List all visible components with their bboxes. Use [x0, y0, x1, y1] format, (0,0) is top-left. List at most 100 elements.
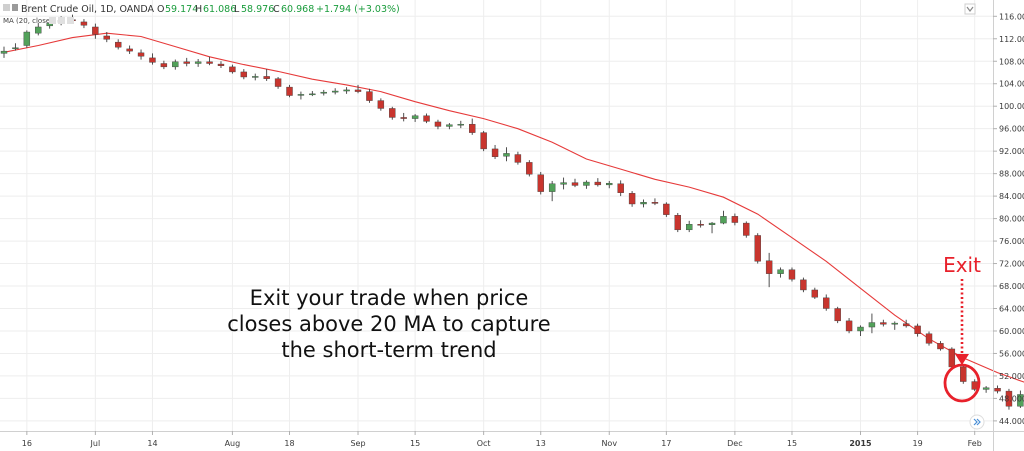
x-tick-label: Oct [477, 439, 491, 448]
candle-body [560, 182, 567, 185]
candle [548, 180, 556, 202]
candle [640, 199, 647, 208]
ma-line [3, 32, 1024, 383]
candle [571, 178, 579, 188]
x-tick-label: 2015 [849, 439, 872, 448]
y-tick-label: 88.000 [999, 170, 1024, 179]
candle-body [594, 181, 602, 186]
candle [617, 180, 624, 197]
candle-body [868, 322, 876, 328]
candle [651, 198, 659, 206]
y-tick-label: 68.000 [999, 282, 1024, 291]
candle-body [571, 182, 579, 186]
candle-body [217, 63, 225, 66]
candle-body [765, 260, 773, 274]
candle [434, 119, 442, 130]
candle-body [902, 323, 910, 327]
candle [0, 46, 8, 58]
candle-body [663, 203, 670, 215]
candle-body [491, 148, 499, 157]
candle [206, 56, 213, 66]
candle [594, 178, 602, 187]
candle-body [708, 222, 716, 225]
symbol-header[interactable]: Brent Crude Oil, 1D, OANDA O 59.174 H 61… [3, 4, 400, 15]
candle-body [617, 183, 624, 193]
chevron-path [966, 6, 974, 12]
candle-body [720, 216, 727, 224]
candle [12, 43, 19, 51]
chevron-down-icon[interactable] [3, 4, 10, 11]
candle [126, 45, 133, 54]
settings-icon[interactable] [58, 17, 65, 24]
candle [994, 385, 1001, 394]
close-icon[interactable] [67, 17, 74, 24]
candle [526, 160, 533, 177]
candle [663, 202, 670, 217]
candle [240, 69, 248, 80]
candle-body [389, 108, 396, 118]
candle [160, 60, 168, 70]
candle-body [411, 115, 419, 119]
candle-body [925, 333, 933, 344]
candle-body [948, 348, 956, 368]
candle [354, 84, 362, 94]
scroll-right-button[interactable] [969, 414, 985, 430]
candle [606, 180, 613, 189]
candle-body [697, 224, 704, 226]
candle [537, 171, 544, 195]
eye-icon[interactable] [49, 17, 56, 24]
x-tick-label: Dec [727, 439, 742, 448]
annotation-line-3: the short-term trend [281, 338, 496, 362]
candle-body [686, 224, 693, 231]
candle [309, 91, 316, 97]
candle-body [35, 26, 42, 34]
candle [834, 306, 841, 324]
candle-body [514, 154, 522, 163]
candle-body [982, 387, 990, 390]
candle-body [194, 61, 202, 64]
y-tick-label: 116.000 [999, 12, 1024, 21]
candle-body [160, 63, 168, 68]
indicator-legend[interactable]: MA (20, close) [3, 17, 74, 25]
candle-body [400, 117, 407, 119]
candle [114, 39, 122, 50]
chevron-down-icon[interactable] [964, 3, 976, 15]
candle-body [640, 202, 647, 205]
ma-layer [3, 32, 1024, 383]
time-axis[interactable]: 16 Jul 14 Aug 18 Sep 15 Oct 13 Nov 17 Dec 15 2015 19 Fe… [22, 431, 982, 448]
candle [686, 220, 693, 233]
candle [811, 287, 819, 299]
candle-body [206, 61, 213, 64]
candle-body [103, 35, 110, 40]
candle-body [354, 89, 362, 92]
y-tick-label: 60.000 [999, 327, 1024, 336]
x-tick-label: Jul [90, 439, 101, 448]
candle-body [297, 94, 305, 96]
candle [194, 59, 202, 67]
candle-body [446, 124, 453, 127]
candle [23, 30, 31, 48]
candle [1017, 390, 1024, 408]
candle [366, 88, 373, 103]
candle [172, 59, 179, 70]
candle-body [937, 343, 944, 350]
candle-body [172, 61, 179, 68]
price-axis[interactable]: 116.000 112.000 108.000 104.000 100.000 96.00… [993, 12, 1024, 426]
candle [480, 130, 487, 152]
candle [697, 220, 704, 228]
x-tick-label: 14 [147, 439, 157, 448]
exit-circle [943, 363, 981, 403]
candle-body [183, 61, 190, 64]
candle [423, 113, 430, 124]
scroll-right-icon [973, 418, 981, 426]
candle-body [548, 183, 556, 192]
top-right-expand[interactable] [964, 3, 976, 15]
candle [491, 144, 499, 160]
y-tick-label: 72.000 [999, 260, 1024, 269]
x-tick-label: 19 [913, 439, 923, 448]
close-value: 60.968 [281, 4, 314, 15]
candle [400, 112, 407, 122]
candle-body [834, 308, 841, 322]
candle-body [788, 269, 796, 280]
